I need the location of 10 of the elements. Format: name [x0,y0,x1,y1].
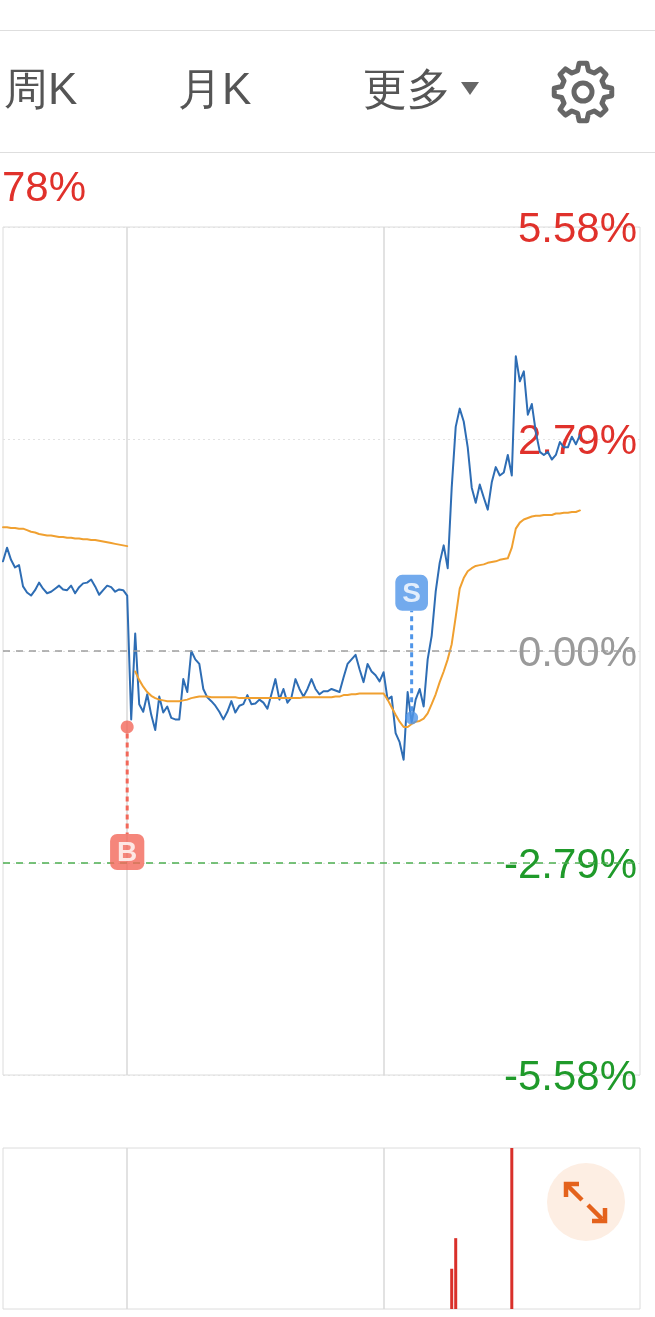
y-tick-label: -5.58% [503,1051,637,1099]
text: 更多 [363,64,451,115]
y-tick-label: 5.58% [517,203,637,251]
text: S [402,577,421,609]
text: B [117,836,138,868]
text: 周K [4,64,78,115]
y-tick-label: -2.79% [503,839,637,887]
y-tick-label: 0.00% [517,627,637,675]
text: 月K [178,64,252,115]
text: 78% [2,163,87,212]
